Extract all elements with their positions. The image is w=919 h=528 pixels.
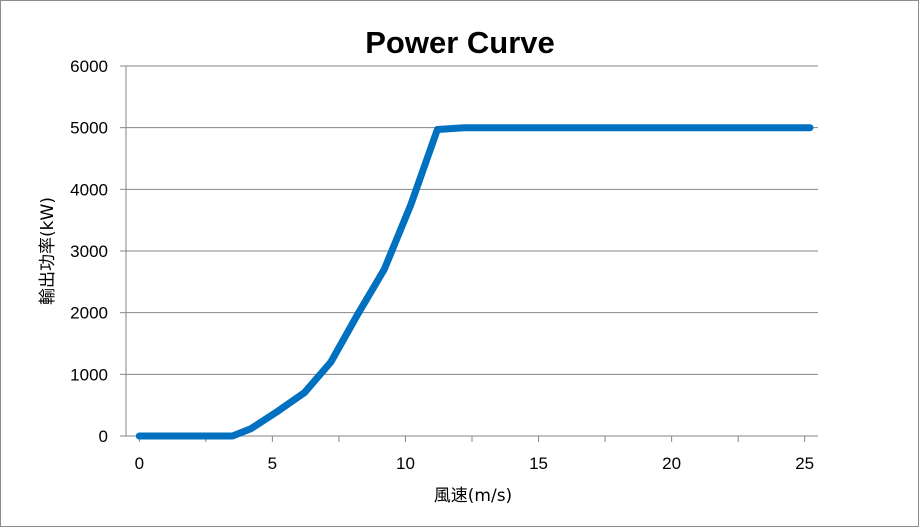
x-tick-label: 5 — [268, 454, 277, 473]
y-tick-label: 3000 — [70, 242, 108, 261]
y-tick-label: 4000 — [70, 180, 108, 199]
x-tick-labels: 0 5 10 15 20 25 — [135, 454, 815, 473]
y-tick-label: 6000 — [70, 57, 108, 76]
y-tick-label: 1000 — [70, 365, 108, 384]
x-tick-label: 0 — [135, 454, 144, 473]
x-tick-label: 15 — [529, 454, 548, 473]
y-tick-labels: 0 1000 2000 3000 4000 5000 6000 — [70, 57, 108, 446]
y-tick-label: 2000 — [70, 304, 108, 323]
y-tick-label: 5000 — [70, 119, 108, 138]
axes — [120, 65, 818, 442]
grid-lines — [126, 65, 818, 375]
y-axis-label: 輸出功率(kW) — [38, 197, 58, 305]
y-tick-label: 0 — [99, 427, 108, 446]
x-tick-label: 25 — [795, 454, 814, 473]
series-layer — [135, 124, 814, 440]
x-axis-label: 風速(m/s) — [434, 486, 512, 506]
x-tick-label: 10 — [396, 454, 415, 473]
series-line — [135, 124, 814, 440]
x-tick-label: 20 — [662, 454, 681, 473]
chart-title: Power Curve — [365, 25, 555, 60]
